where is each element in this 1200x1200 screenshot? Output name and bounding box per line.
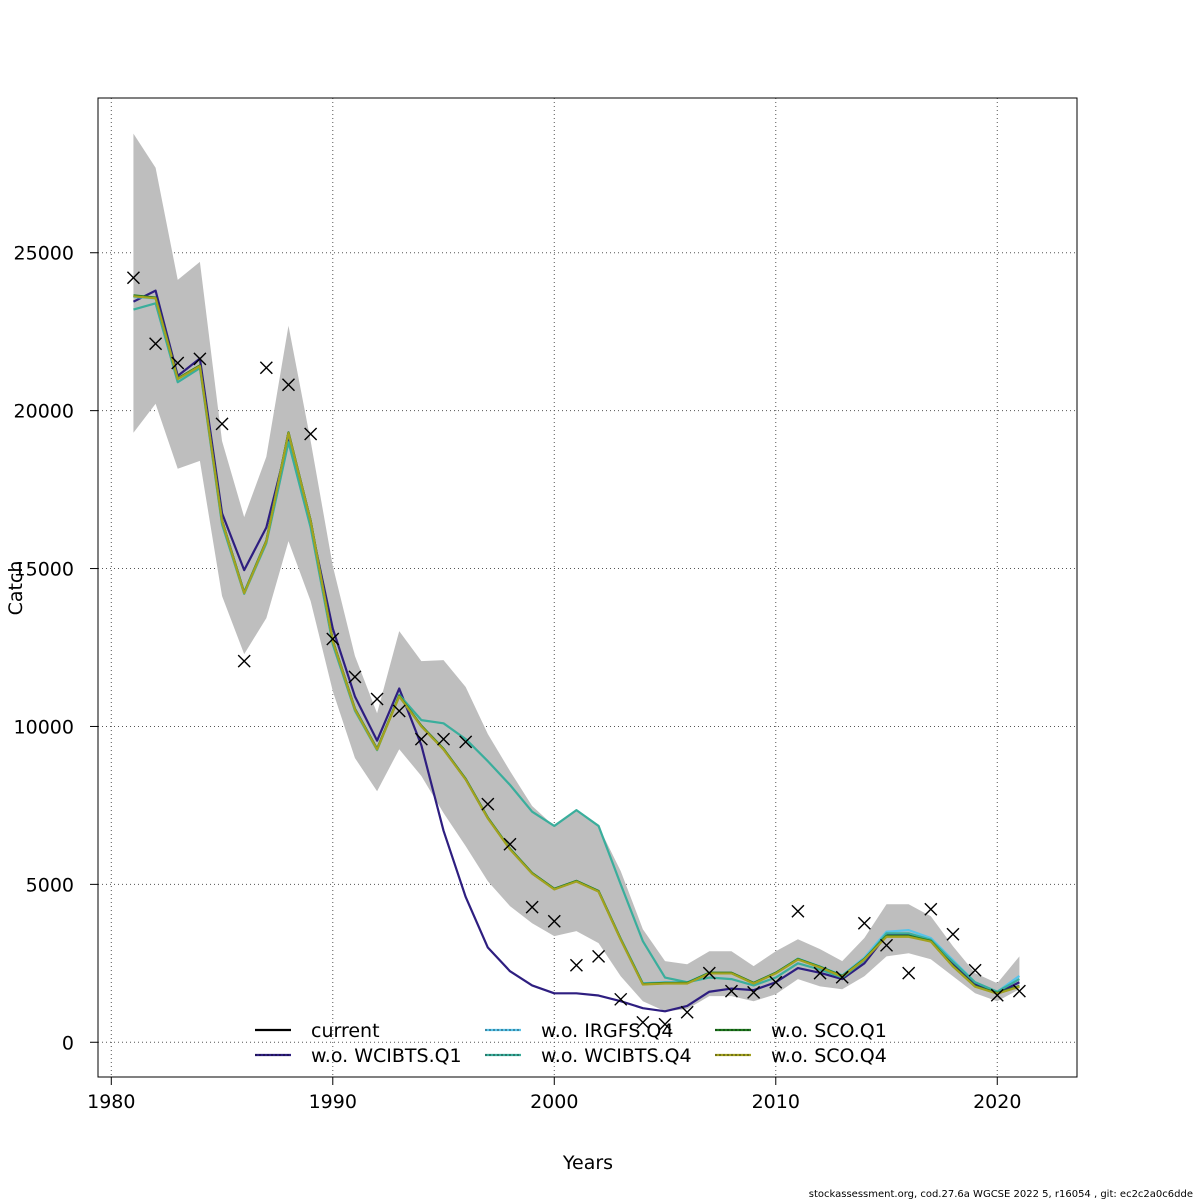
observed-point	[193, 352, 207, 366]
axes: 1980 1990 2000 2010 2020 0 5000 10000 15000 20000…	[14, 243, 1022, 1113]
footer-credit: stockassessment.org, cod.27.6a WGCSE 202…	[809, 1189, 1193, 1200]
observed-point	[370, 692, 384, 706]
observed-point	[614, 992, 628, 1006]
series-line-w-o-sco-q4	[133, 295, 1020, 995]
confidence-band	[133, 133, 1020, 1012]
observed-point	[481, 797, 495, 811]
observed-point	[171, 356, 185, 370]
legend-item: w.o. SCO.Q4	[715, 1045, 887, 1067]
x-tick-label: 1990	[309, 1091, 357, 1113]
observed-point	[658, 1017, 672, 1031]
x-axis-title: Years	[562, 1152, 613, 1174]
observed-point	[880, 938, 894, 952]
observed-point	[304, 427, 318, 441]
observed-point	[1012, 984, 1026, 998]
observed-point	[857, 916, 871, 930]
x-tick-label: 2010	[752, 1091, 800, 1113]
observed-point	[835, 970, 849, 984]
legend-item: current	[255, 1020, 380, 1042]
observed-point	[990, 988, 1004, 1002]
legend-label: w.o. WCIBTS.Q4	[541, 1045, 692, 1067]
observed-point	[924, 902, 938, 916]
observed-point	[326, 632, 340, 646]
observed-point	[724, 984, 738, 998]
observed-point	[525, 900, 539, 914]
y-axis-title: Catch	[5, 561, 27, 616]
series-lines	[132, 289, 1021, 1013]
observed-point	[702, 966, 716, 980]
observed-point	[437, 732, 451, 746]
observed-points	[126, 271, 1026, 1031]
observed-point	[747, 985, 761, 999]
observed-point	[237, 654, 251, 668]
observed-point	[902, 966, 916, 980]
plot-frame	[97, 97, 1078, 1078]
observed-point	[791, 904, 805, 918]
observed-point	[946, 927, 960, 941]
legend-item: w.o. WCIBTS.Q4	[485, 1045, 692, 1067]
observed-point	[149, 337, 163, 351]
x-tick-label: 2000	[530, 1091, 578, 1113]
observed-point	[769, 975, 783, 989]
legend-item: w.o. IRGFS.Q4	[485, 1020, 673, 1042]
legend-label: current	[311, 1020, 380, 1042]
observed-point	[592, 949, 606, 963]
y-tick-label: 15000	[14, 559, 74, 581]
legend: current w.o. WCIBTS.Q1 w.o. IRGFS.Q4 w.o. W…	[255, 1020, 887, 1067]
observed-point	[636, 1015, 650, 1029]
observed-point	[259, 361, 273, 375]
observed-point	[968, 963, 982, 977]
legend-item: w.o. SCO.Q1	[715, 1020, 887, 1042]
legend-item: w.o. WCIBTS.Q1	[255, 1045, 462, 1067]
y-tick-label: 20000	[14, 401, 74, 423]
observed-point	[215, 417, 229, 431]
observed-point	[680, 1005, 694, 1019]
x-tick-label: 2020	[973, 1091, 1021, 1113]
observed-point	[569, 958, 583, 972]
observed-point	[414, 732, 428, 746]
legend-label: w.o. SCO.Q1	[771, 1020, 887, 1042]
observed-point	[281, 378, 295, 392]
observed-point	[459, 735, 473, 749]
observed-point	[547, 914, 561, 928]
legend-label: w.o. IRGFS.Q4	[541, 1020, 673, 1042]
observed-point	[126, 271, 140, 285]
observed-point	[348, 670, 362, 684]
confidence-band-area	[133, 133, 1020, 1012]
x-tick-label: 1980	[87, 1091, 135, 1113]
y-tick-label: 10000	[14, 716, 74, 738]
observed-point	[813, 966, 827, 980]
observed-point	[503, 837, 517, 851]
legend-label: w.o. WCIBTS.Q1	[311, 1045, 462, 1067]
y-tick-label: 25000	[14, 243, 74, 265]
observed-point	[392, 704, 406, 718]
y-tick-label: 5000	[26, 874, 74, 896]
y-tick-label: 0	[62, 1032, 74, 1054]
legend-label: w.o. SCO.Q4	[771, 1045, 887, 1067]
